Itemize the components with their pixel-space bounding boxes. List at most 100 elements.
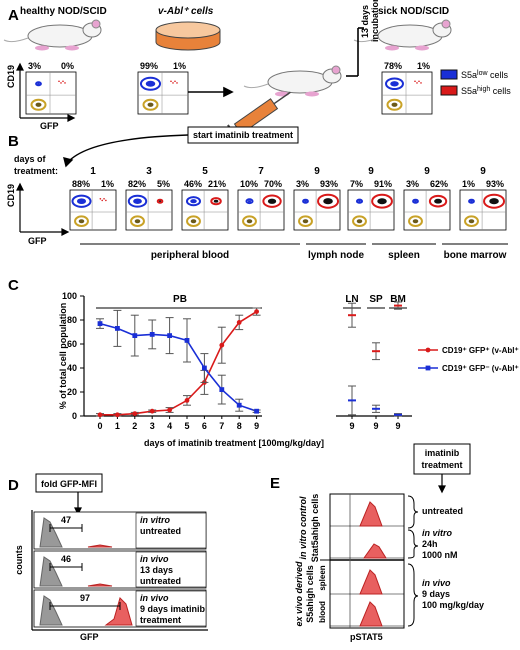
x-tick-label: 8	[237, 421, 242, 431]
high-population	[62, 80, 64, 83]
percent-high: 1%	[173, 61, 186, 71]
culture-dish-icon	[155, 21, 221, 51]
x-tick-label: 9	[254, 421, 259, 431]
x-tick-label: 6	[202, 421, 207, 431]
data-point	[97, 412, 103, 418]
group-label: LN	[345, 294, 358, 305]
percent-low: 3%	[28, 61, 41, 71]
group-label: BM	[390, 294, 406, 305]
data-point	[254, 408, 259, 414]
low-population	[302, 198, 309, 204]
high-population	[414, 80, 416, 83]
legend-label-high: S5ahigh cells	[461, 86, 511, 96]
group-label: PB	[173, 294, 187, 305]
negative-population	[78, 219, 85, 224]
negative-population	[242, 215, 257, 227]
series-line	[100, 310, 258, 416]
high-population	[317, 193, 340, 209]
y-axis-label: % of total cell population	[58, 303, 68, 410]
data-point	[219, 342, 225, 348]
group-sublabel: Stat5ahigh cells	[310, 494, 320, 563]
flow-plot	[237, 189, 285, 231]
e-xlabel: pSTAT5	[350, 632, 383, 642]
x-tick-label: 9	[373, 421, 378, 431]
day-label: 3	[146, 166, 152, 177]
group-label: SP	[369, 294, 383, 305]
panel-b-label: B	[8, 133, 19, 150]
percent-low: 3%	[296, 179, 309, 189]
low-population	[245, 198, 254, 205]
negative-population	[74, 215, 89, 227]
line-chart: 0 20 40 60 80 100 0 1 2 3 4 5 6 7 8 9 9 9 9 PB LN SP BM % of to…	[58, 291, 520, 448]
percent-low: 99%	[140, 61, 158, 71]
x-tick-label: 1	[115, 421, 120, 431]
data-point	[132, 333, 138, 338]
legend-label-low: S5alow cells	[461, 70, 509, 80]
negative-population	[302, 219, 309, 224]
low-population	[385, 77, 404, 91]
negative-population	[134, 219, 141, 224]
high-population	[105, 199, 107, 202]
y-tick-label: 100	[62, 291, 77, 301]
negative-population	[190, 219, 197, 224]
panel-e-label: E	[270, 475, 280, 492]
high-population	[420, 82, 422, 84]
condition-box	[135, 512, 207, 549]
high-population	[170, 80, 172, 83]
plot-frame	[293, 189, 341, 231]
a-ylabel: CD19	[6, 65, 16, 88]
percent-high: 1%	[101, 179, 114, 189]
condition-line: untreated	[140, 576, 181, 586]
negative-population	[35, 102, 42, 107]
invitro-line: 1000 nM	[422, 550, 458, 560]
y-tick-label: 60	[67, 339, 77, 349]
low-population	[470, 200, 473, 202]
mouse3-label: sick NOD/SCID	[378, 6, 449, 17]
high-population	[176, 82, 178, 84]
condition-line: in vivo	[140, 554, 169, 564]
negative-population	[412, 219, 419, 224]
high-population	[156, 198, 164, 204]
group-label: in vitro control	[298, 496, 308, 559]
x-axis-label: days of imatinib treatment [100mg/kg/day…	[144, 438, 324, 448]
mouse-icon	[353, 19, 452, 51]
legend-swatch-high	[440, 85, 458, 96]
low-population	[37, 83, 40, 85]
series-line	[99, 322, 257, 412]
high-population	[158, 200, 162, 202]
condition-line: in vivo	[140, 593, 169, 603]
invivo-line: in vivo	[422, 578, 451, 588]
flow-plot	[125, 189, 173, 231]
percent-low: 3%	[406, 179, 419, 189]
plot-frame	[181, 189, 229, 231]
imatinib-box-line2: treatment	[421, 460, 462, 470]
percent-low: 7%	[350, 179, 363, 189]
low-population	[71, 194, 92, 208]
data-point	[115, 412, 120, 418]
day-label: 9	[368, 166, 374, 177]
percent-low: 88%	[72, 179, 90, 189]
day-label: 9	[424, 166, 430, 177]
mouse-icon	[3, 19, 102, 51]
high-population	[101, 199, 103, 202]
group-sublabel: S5ahigh cells	[305, 565, 315, 623]
legend-marker	[425, 365, 431, 371]
condition-box	[135, 551, 207, 588]
low-population	[412, 198, 419, 204]
d-ylabel: counts	[14, 545, 24, 575]
plot-frame	[25, 71, 77, 115]
pstat5-histogram	[359, 501, 383, 527]
flow-plot	[137, 71, 189, 115]
x-tick-label: 4	[167, 421, 172, 431]
plot-frame	[459, 189, 507, 231]
data-point	[236, 402, 242, 408]
fold-mfi-label: fold GFP-MFI	[41, 479, 97, 489]
group-label: ex vivo derived	[294, 561, 304, 627]
percent-low: 1%	[462, 179, 475, 189]
percent-high: 62%	[430, 179, 448, 189]
day-label: 9	[480, 166, 486, 177]
dish-label: v-Abl⁺ cells	[158, 6, 214, 17]
